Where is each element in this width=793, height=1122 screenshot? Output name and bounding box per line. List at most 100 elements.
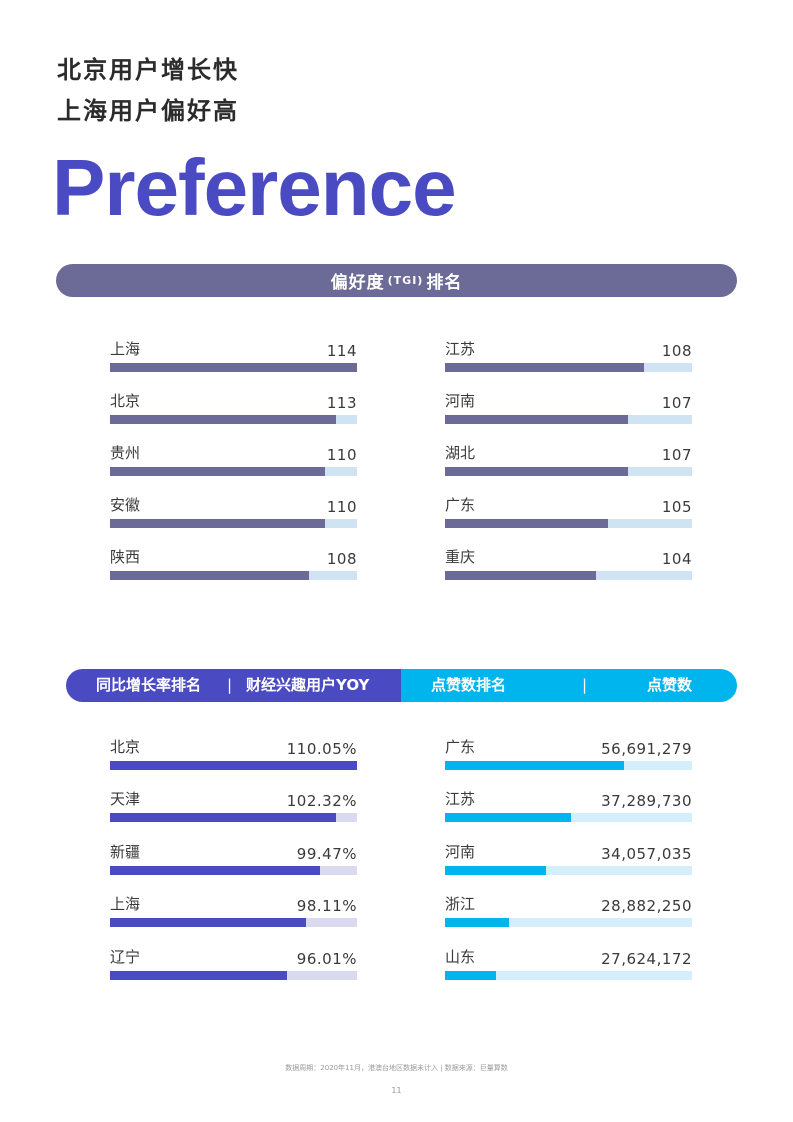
ranking-item: 天津 102.32% [110,789,357,841]
growth-banner-subtitle: 财经兴趣用户YOY [246,676,370,694]
likes-value: 34,057,035 [601,844,692,863]
growth-and-likes-banner: 同比增长率排名 | 财经兴趣用户YOY 点赞数排名 | 点赞数 [66,669,737,702]
region-label: 广东 [445,496,476,514]
page-number: 11 [391,1086,402,1095]
bar-track [445,813,692,823]
ranking-item: 辽宁 96.01% [110,947,357,999]
bar-fill [445,415,628,424]
likes-value: 27,624,172 [601,949,692,968]
bar-track [110,761,357,770]
region-label: 辽宁 [110,947,141,966]
footer-note: 数据周期：2020年11月，港澳台地区数据未计入 | 数据来源：巨量算数 [285,1064,508,1072]
region-label: 河南 [445,842,476,861]
likes-value: 56,691,279 [601,740,692,758]
yoy-ranking-list: 北京 110.05% 天津 102.32% 新疆 99.47% 上海 98.11… [110,737,357,999]
bar-track [445,571,692,580]
bar-track [110,813,357,823]
region-label: 上海 [110,340,141,358]
bar-fill [110,571,309,580]
bar-fill [445,970,496,980]
region-label: 江苏 [445,340,476,358]
bar-fill [445,813,571,823]
region-label: 河南 [445,392,476,410]
tgi-value: 108 [326,550,357,568]
bar-track [445,970,692,980]
growth-banner-title: 同比增长率排名 [96,676,202,694]
likes-banner-subtitle: 点赞数 [647,676,693,694]
tgi-value: 110 [326,446,357,464]
bar-fill [445,918,510,928]
bar-track [445,363,692,372]
region-label: 重庆 [445,548,476,566]
banner-divider: | [227,676,233,694]
bar-fill [445,363,644,372]
tgi-banner-prefix: 偏好度 [330,273,385,293]
region-label: 北京 [110,738,141,756]
tgi-ranking-list-left: 上海 114 北京 113 贵州 110 安徽 110 陕西 108 [110,339,357,599]
region-label: 陕西 [110,548,141,566]
growth-banner-segment: 同比增长率排名 | 财经兴趣用户YOY [66,669,401,702]
ranking-item: 北京 110.05% [110,737,357,789]
region-label: 贵州 [110,444,141,462]
region-label: 新疆 [110,842,141,861]
bar-track [110,363,357,372]
tgi-ranking-list-right: 江苏 108 河南 107 湖北 107 广东 105 重庆 104 [445,339,692,599]
bar-fill [110,467,325,476]
tgi-ranking-banner: 偏好度 (TGI) 排名 [56,264,737,297]
tgi-banner-tag: (TGI) [387,274,424,287]
tgi-value: 113 [326,394,357,412]
bar-track [445,918,692,928]
tgi-value: 114 [326,342,357,360]
ranking-item: 浙江 28,882,250 [445,894,692,946]
ranking-item: 河南 107 [445,391,692,443]
bar-track [110,970,357,980]
ranking-item: 山东 27,624,172 [445,947,692,999]
banner-divider: | [582,676,588,694]
ranking-item: 江苏 37,289,730 [445,789,692,841]
bar-track [110,571,357,580]
likes-value: 28,882,250 [601,897,692,916]
yoy-value: 110.05% [286,740,357,758]
region-label: 浙江 [445,895,476,914]
bar-fill [445,865,547,875]
bar-fill [110,761,357,770]
bar-track [445,865,692,875]
ranking-item: 上海 98.11% [110,894,357,946]
bar-track [445,467,692,476]
bar-track [110,918,357,928]
ranking-item: 陕西 108 [110,547,357,599]
ranking-item: 重庆 104 [445,547,692,599]
bar-fill [110,865,320,875]
bar-fill [445,761,625,770]
bar-track [110,865,357,875]
bar-fill [110,970,287,980]
yoy-value: 96.01% [296,949,357,968]
headline-line-1: 北京用户增长快 [57,56,239,84]
likes-ranking-list: 广东 56,691,279 江苏 37,289,730 河南 34,057,03… [445,737,692,999]
region-label: 天津 [110,790,141,809]
ranking-item: 湖北 107 [445,443,692,495]
likes-value: 37,289,730 [601,792,692,811]
ranking-item: 广东 56,691,279 [445,737,692,789]
bar-track [445,415,692,424]
bar-fill [110,415,336,424]
bar-track [110,415,357,424]
bar-track [445,761,692,770]
ranking-item: 北京 113 [110,391,357,443]
likes-banner-segment: 点赞数排名 | 点赞数 [401,669,737,702]
tgi-value: 107 [661,446,692,464]
bar-fill [445,571,596,580]
ranking-item: 安徽 110 [110,495,357,547]
bar-track [110,519,357,528]
headline-line-2: 上海用户偏好高 [57,97,239,125]
region-label: 山东 [445,947,476,966]
bar-fill [110,813,336,823]
yoy-value: 99.47% [296,844,357,863]
ranking-item: 河南 34,057,035 [445,842,692,894]
yoy-value: 102.32% [286,792,357,811]
bar-fill [110,918,307,928]
ranking-item: 广东 105 [445,495,692,547]
bar-track [110,467,357,476]
preference-title: Preference [52,143,457,232]
region-label: 湖北 [445,444,476,462]
